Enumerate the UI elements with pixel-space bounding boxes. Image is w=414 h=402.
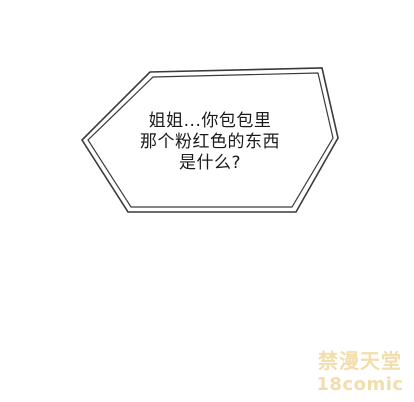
speech-line-1: 姐姐...你包包里: [148, 111, 272, 131]
speech-line-2: 那个粉红色的东西: [140, 132, 280, 152]
watermark-title: 禁漫天堂: [318, 349, 402, 373]
watermark-subtitle: 18comic: [316, 374, 404, 395]
speech-line-3: 是什么?: [178, 153, 242, 173]
speech-bubble-text: 姐姐...你包包里 那个粉红色的东西 是什么?: [120, 111, 300, 174]
watermark-logo: 禁漫天堂 18comic: [308, 350, 412, 398]
speech-bubble-inner-outline: [87, 72, 334, 208]
